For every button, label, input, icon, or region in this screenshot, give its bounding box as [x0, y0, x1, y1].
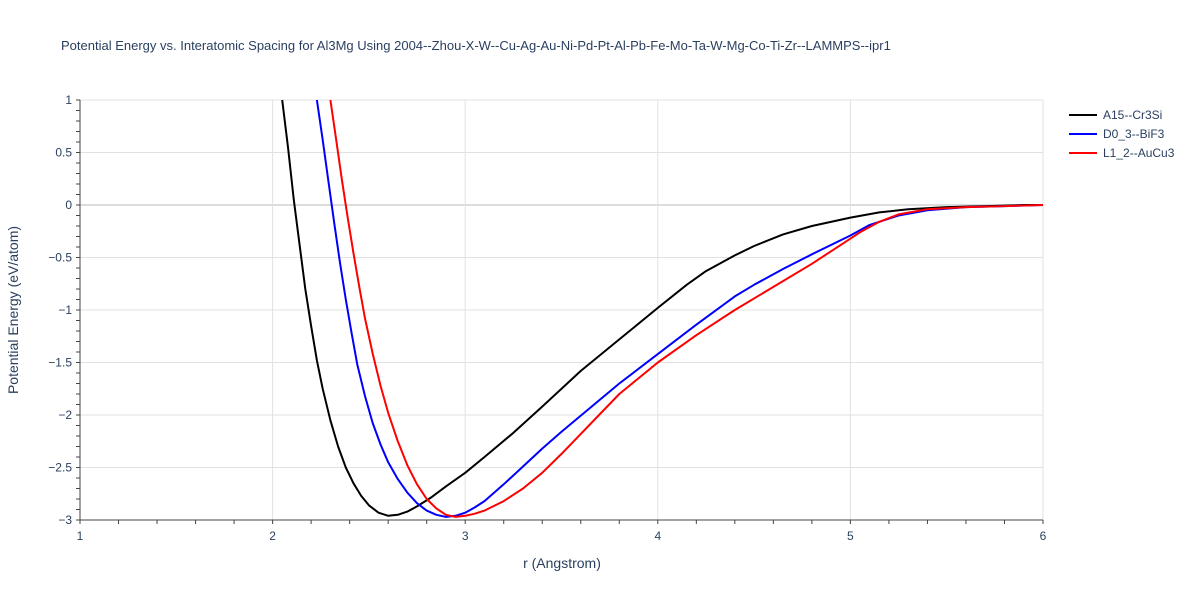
- x-tick-label: 3: [462, 529, 469, 543]
- y-axis-title: Potential Energy (eV/atom): [5, 226, 21, 394]
- y-tick-label: 1: [65, 93, 72, 107]
- y-tick-label: −1.5: [48, 356, 72, 370]
- y-tick-label: −2.5: [48, 461, 72, 475]
- x-tick-label: 6: [1040, 529, 1047, 543]
- x-tick-label: 1: [77, 529, 84, 543]
- y-tick-label: −2: [58, 408, 72, 422]
- legend: A15--Cr3Si D0_3--BiF3 L1_2--AuCu3: [1069, 108, 1175, 160]
- series-layer: [281, 100, 1043, 518]
- legend-label: A15--Cr3Si: [1103, 108, 1162, 122]
- y-tick-label: 0: [65, 198, 72, 212]
- x-tick-label: 5: [847, 529, 854, 543]
- y-tick-label: −0.5: [48, 251, 72, 265]
- axes: 1 0.5 0 −0.5 −1 −1.5 −2 −2.5 −3 1 2 3 4 5 6: [48, 93, 1046, 543]
- y-tick-label: −1: [58, 303, 72, 317]
- y-tick-label: −3: [58, 513, 72, 527]
- x-tick-label: 2: [269, 529, 276, 543]
- grid: [80, 99, 1044, 521]
- series-line-l1-2-aucu3: [329, 100, 1043, 518]
- legend-label: L1_2--AuCu3: [1103, 146, 1175, 160]
- legend-label: D0_3--BiF3: [1103, 127, 1165, 141]
- y-tick-label: 0.5: [55, 146, 72, 160]
- series-line-a15-cr3si: [281, 100, 1043, 517]
- series-line-d0-3-bif3: [315, 100, 1043, 518]
- chart-title: Potential Energy vs. Interatomic Spacing…: [61, 38, 891, 53]
- x-tick-label: 4: [654, 529, 661, 543]
- x-axis-title: r (Angstrom): [523, 555, 601, 571]
